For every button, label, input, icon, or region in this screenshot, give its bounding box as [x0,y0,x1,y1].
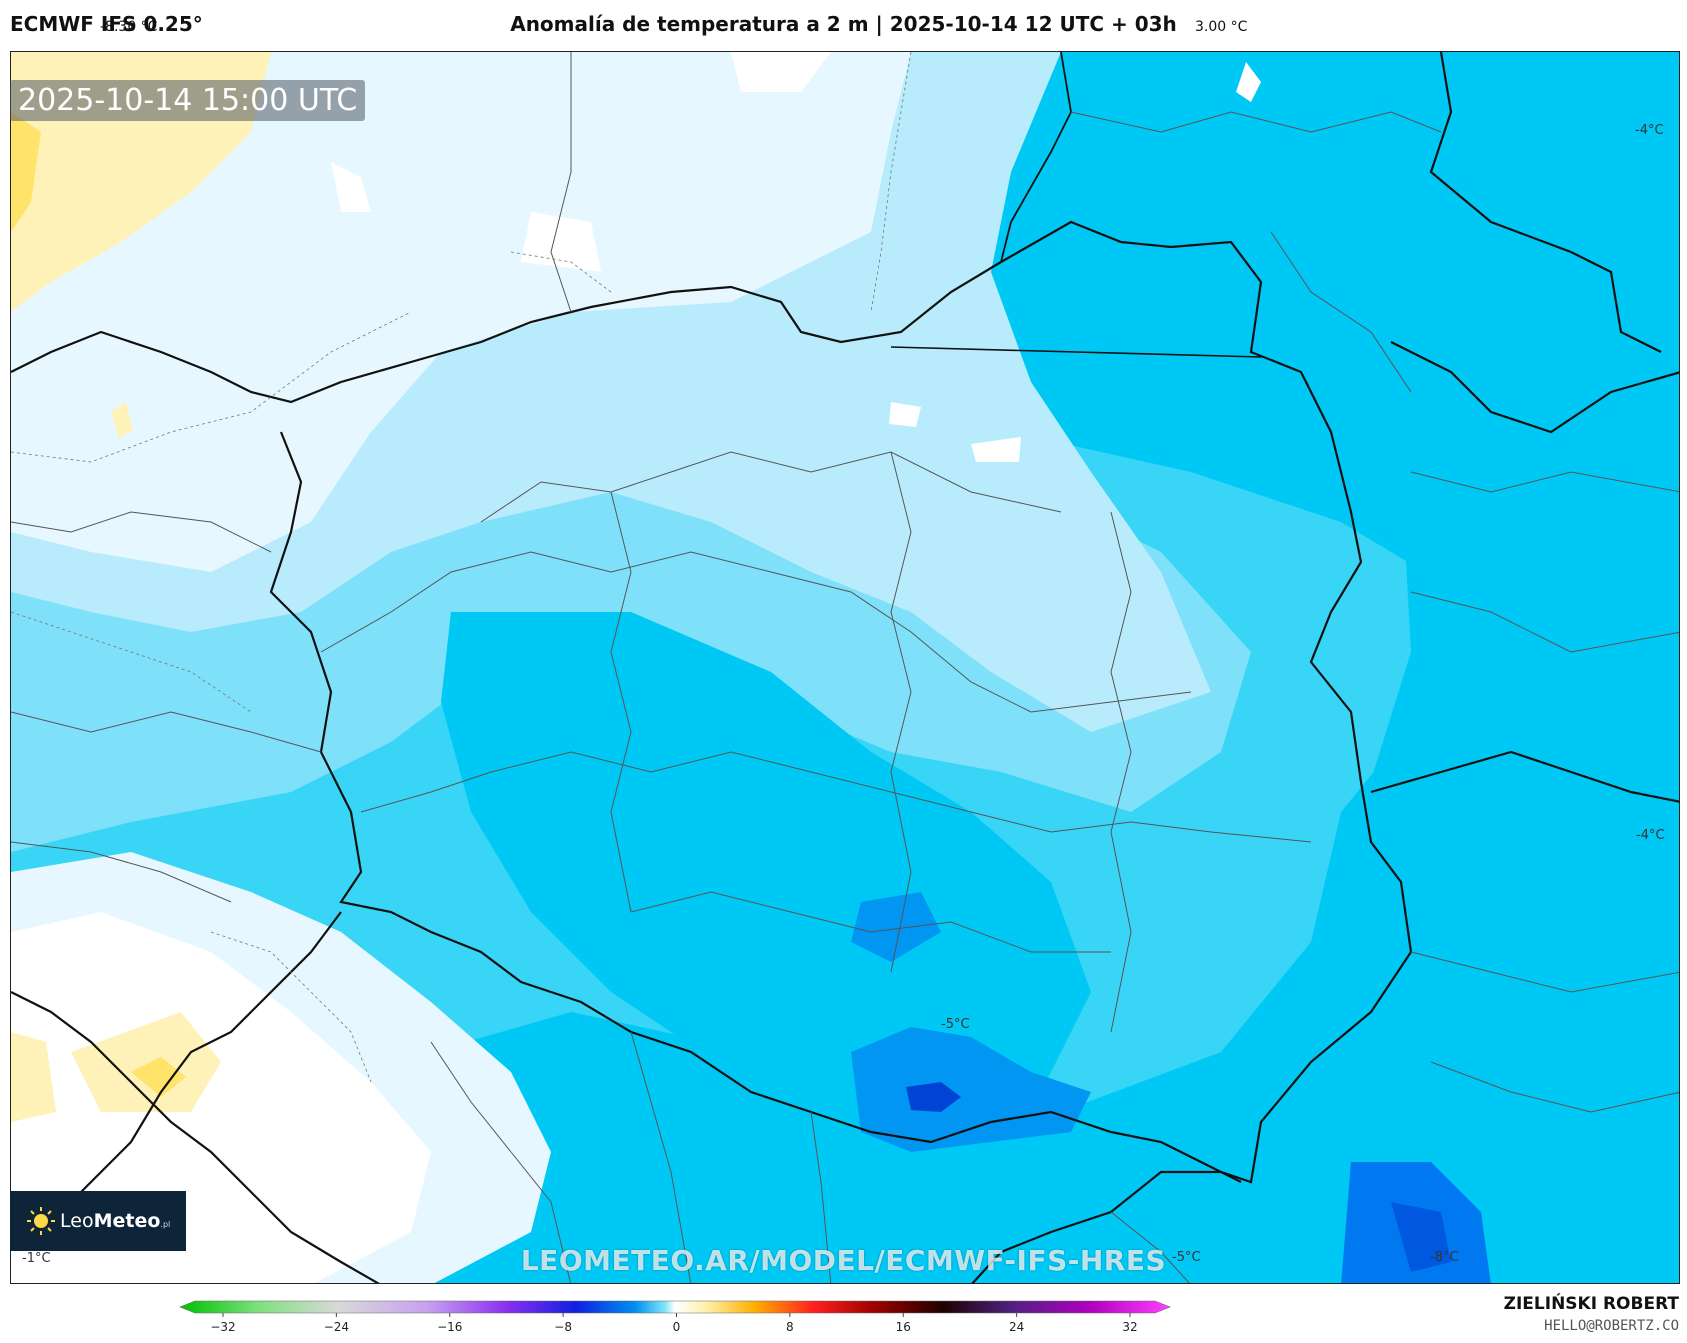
colorbar-tick-label: 32 [1122,1320,1137,1334]
anomaly-zone-white-sw [11,912,431,1283]
colorbar-tick-label: 16 [896,1320,911,1334]
isotherm-label-e: -4°C [1636,828,1665,843]
colorbar-tick-label: −8 [554,1320,572,1334]
map-timestamp: 2025-10-14 15:00 UTC [10,80,366,121]
anomaly-zone-cyan-center [441,612,1091,1112]
watermark-url: LEOMETEO.AR/MODEL/ECMWF-IFS-HRES [520,1244,1167,1277]
anomaly-zone-white-6 [1236,62,1261,102]
isotherm-label-se: -8°C [1430,1250,1459,1265]
anomaly-zone-deep-blue-mid [851,892,941,962]
regional-borders [11,52,1679,1283]
colorbar: −32 −24 −16 −8 0 8 16 24 32 [0,1296,1687,1339]
colorbar-max-label: 3.00 °C [1195,19,1248,35]
colorbar-tick-label: 8 [786,1320,794,1334]
model-label: ECMWF IFS 0.25° [10,12,203,36]
colorbar-strip [179,1300,1171,1314]
anomaly-zone-white-1 [971,437,1021,462]
anomaly-zone-white-2 [889,402,921,427]
logo-wordmark: LeoMeteo.pl [60,1210,171,1232]
colorbar-min-label: -8.30 °C [100,19,158,35]
author-name: ZIELIŃSKI ROBERT [1503,1294,1679,1314]
contour-lines [11,52,912,1083]
leometeo-logo[interactable]: LeoMeteo.pl [10,1191,186,1251]
colorbar-tick-label: −24 [324,1320,349,1334]
anomaly-zone-warm-sw2 [11,1032,56,1122]
anomaly-zone-darkest-blue-se [1391,1202,1451,1272]
anomaly-zone-warm-nw-core [11,112,41,232]
anomaly-zone-darkest-blue [906,1082,961,1112]
sun-icon [27,1207,55,1235]
map-canvas [10,51,1680,1284]
colorbar-tick-label: −16 [437,1320,462,1334]
map-title: Anomalía de temperatura a 2 m | 2025-10-… [510,12,1177,36]
anomaly-zone-warm-sw-core [131,1057,186,1097]
anomaly-zone-deep-blue [851,1027,1091,1152]
anomaly-zone-white-5 [731,52,831,92]
isotherm-label-center: -5°C [941,1017,970,1032]
colorbar-tick-label: −32 [210,1320,235,1334]
colorbar-graphic: −32 −24 −16 −8 0 8 16 24 32 [179,1300,1171,1334]
temperature-anomaly-map [11,52,1679,1283]
colorbar-tick-label: 0 [673,1320,681,1334]
isotherm-label-bottom-center: -5°C [1172,1250,1201,1265]
anomaly-zone-white-3 [331,162,371,212]
anomaly-zone-warm-small [111,402,133,438]
isotherm-label-ne: -4°C [1635,123,1664,138]
anomaly-zone-very-light-blue [11,52,911,572]
colorbar-tick-label: 24 [1009,1320,1024,1334]
anomaly-zone-cyan-east [1291,52,1679,1283]
anomaly-zone-warm-sw [71,1012,221,1112]
isotherm-label-sw: -1°C [22,1251,51,1266]
author-email[interactable]: HELLO@ROBERTZ.CO [1544,1318,1679,1334]
